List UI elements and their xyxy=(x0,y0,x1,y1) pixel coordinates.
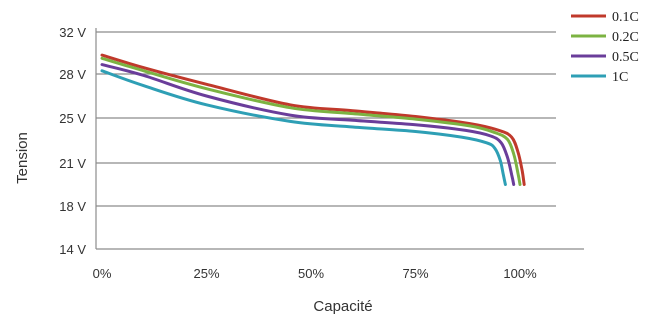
series-line-0.1C xyxy=(100,53,526,186)
legend-label: 0.1C xyxy=(612,10,639,25)
axes xyxy=(95,28,584,250)
x-tick-label: 25% xyxy=(193,266,219,281)
legend-label: 0.5C xyxy=(612,50,639,65)
series-line-1C xyxy=(100,69,507,186)
x-tick-label: 100% xyxy=(503,266,537,281)
y-tick-label: 32 V xyxy=(59,25,86,40)
y-tick-labels: 14 V 18 V 21 V 25 V 28 V 32 V xyxy=(59,25,86,257)
y-tick-label: 28 V xyxy=(59,67,86,82)
y-tick-label: 14 V xyxy=(59,242,86,257)
x-tick-label: 50% xyxy=(298,266,324,281)
x-tick-label: 75% xyxy=(402,266,428,281)
x-tick-label: 0% xyxy=(93,266,112,281)
series-line-0.2C xyxy=(100,56,522,186)
series-line-0.5C xyxy=(100,63,516,186)
series-lines xyxy=(100,53,526,186)
legend-label: 0.2C xyxy=(612,30,639,45)
y-tick-label: 18 V xyxy=(59,199,86,214)
y-tick-label: 25 V xyxy=(59,111,86,126)
y-axis-title: Tension xyxy=(14,132,31,184)
y-tick-label: 21 V xyxy=(59,156,86,171)
x-tick-labels: 0% 25% 50% 75% 100% xyxy=(93,266,537,281)
x-axis-title: Capacité xyxy=(313,298,372,315)
legend-label: 1C xyxy=(612,70,628,85)
legend: 0.1C 0.2C 0.5C 1C xyxy=(571,10,639,85)
